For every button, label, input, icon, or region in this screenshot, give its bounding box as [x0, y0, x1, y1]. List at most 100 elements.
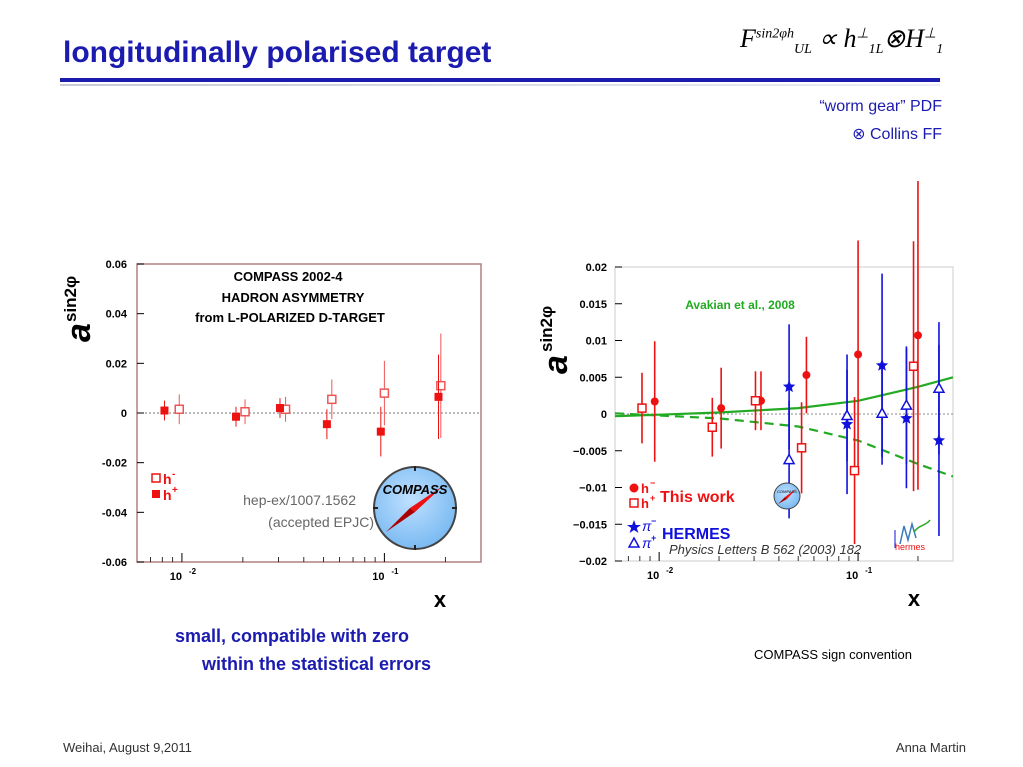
data-point: [376, 427, 385, 436]
data-point: [913, 331, 922, 340]
legend-marker-hminus: [629, 483, 639, 493]
y-tick-label: 0.06: [106, 259, 127, 271]
x-tick-label-exp: -2: [666, 566, 674, 575]
x-axis-label: x: [908, 586, 921, 611]
y-axis-label: a: [60, 323, 98, 342]
data-point: [802, 371, 811, 380]
y-tick-label: −0.015: [573, 519, 607, 531]
data-point: [707, 422, 718, 432]
formula: Fsin2φhUL ∝ h⊥1L⊗H⊥1: [740, 24, 943, 58]
slide-title: longitudinally polarised target: [63, 36, 492, 69]
legend-label-hminus-sup: −: [650, 478, 655, 488]
x-tick-label: 10: [846, 570, 858, 582]
data-point: [637, 403, 647, 413]
data-point: [160, 406, 169, 415]
data-point: [849, 465, 860, 476]
y-tick-label: −0.02: [579, 556, 607, 568]
y-tick-label: 0: [121, 408, 127, 420]
legend-marker-hplus: [629, 498, 639, 508]
formula-f-sup: sin2φh: [755, 26, 794, 42]
x-tick-label-exp: -2: [189, 567, 197, 576]
data-point: [232, 412, 241, 421]
x-tick-label: 10: [647, 570, 659, 582]
data-point: [327, 394, 337, 405]
legend-label-hplus: h: [163, 487, 172, 503]
reference-status: (accepted EPJC): [268, 514, 374, 530]
y-tick-label: −0.01: [579, 483, 607, 495]
y-tick-label: 0: [601, 409, 607, 421]
y-axis-label-sup: sin2φ: [537, 306, 556, 352]
data-point: [932, 381, 946, 394]
chart-compass: 0.06 0.04 0.02 0 -0.02 -0.04 -0.06 10 -2 10 -1 CO…: [60, 259, 482, 612]
data-point: [840, 408, 854, 421]
x-tick-label-exp: -1: [865, 566, 873, 575]
x-tick-label: 10: [372, 571, 384, 583]
x-tick-label: 10: [170, 571, 182, 583]
legend-label-hminus: h: [641, 481, 649, 496]
formula-f: F: [740, 24, 756, 53]
formula-h: h: [843, 24, 857, 53]
hermes-logo-text: hermes: [895, 542, 926, 552]
y-tick-label: 0.02: [106, 358, 127, 370]
y-tick-label: -0.06: [102, 557, 127, 569]
compass-logo-small: COMPASS: [773, 482, 801, 510]
title-rule: [60, 78, 940, 82]
reference-plb: Physics Letters B 562 (2003) 182: [669, 542, 862, 557]
data-point: [322, 420, 331, 429]
compass-logo-small-text: COMPASS: [777, 489, 797, 494]
legend-label-piplus-sup: +: [651, 533, 656, 543]
legend-marker-piplus: [627, 536, 641, 548]
footer-date: Weihai, August 9,2011: [63, 740, 192, 755]
note-collins: ⊗ Collins FF: [852, 126, 942, 143]
data-point: [240, 407, 250, 417]
hermes-logo: hermes: [894, 519, 931, 552]
legend-label-hplus-sup: +: [172, 485, 178, 496]
data-point: [782, 380, 796, 393]
model-curve: [614, 412, 954, 478]
legend-label-hminus: h: [163, 471, 172, 487]
legend-label-piminus-sup: −: [651, 516, 656, 526]
title-rule-shadow: [60, 84, 940, 86]
data-point: [434, 392, 443, 401]
formula-h-big: H: [905, 24, 925, 53]
formula-h-big-sub: 1: [936, 42, 944, 58]
data-point: [900, 398, 913, 410]
legend-label-hminus-sup: -: [172, 469, 175, 480]
y-tick-label: 0.02: [586, 262, 607, 274]
data-point: [750, 396, 761, 406]
y-tick-label: -0.02: [102, 458, 127, 470]
data-point: [650, 397, 659, 406]
model-label: Avakian et al., 2008: [685, 298, 795, 312]
data-point: [379, 388, 390, 398]
data-point: [275, 404, 284, 413]
chart-title: COMPASS 2002-4: [234, 269, 344, 284]
model-curve: [614, 376, 954, 418]
data-point: [436, 380, 446, 391]
y-tick-label: 0.015: [579, 299, 607, 311]
chart-subtitle-2: from L-POLARIZED D-TARGET: [195, 310, 385, 325]
data-point: [854, 350, 863, 359]
data-point: [875, 406, 889, 419]
caption-line-1: small, compatible with zero: [175, 626, 410, 646]
formula-otimes: ⊗: [883, 24, 906, 53]
data-point: [796, 443, 807, 453]
legend-marker-piminus: [627, 520, 641, 533]
y-axis-label-sup: sin2φ: [61, 276, 80, 322]
reference-arxiv: hep-ex/1007.1562: [243, 492, 356, 508]
data-point: [782, 453, 796, 465]
y-tick-label: 0.005: [579, 372, 607, 384]
formula-h-sub: 1L: [868, 42, 884, 58]
formula-h-big-sup: ⊥: [924, 26, 937, 42]
compass-logo: COMPASS: [373, 466, 457, 550]
data-point: [174, 404, 184, 415]
y-tick-label: -0.04: [102, 507, 128, 519]
legend-label-piplus: π: [642, 535, 652, 551]
legend-marker-hminus: [151, 473, 161, 483]
legend-label-hplus-sup: +: [650, 493, 655, 503]
legend-hermes: HERMES: [662, 526, 731, 543]
legend-marker-hplus: [152, 490, 160, 498]
formula-prop: ∝: [818, 24, 837, 53]
legend-label-piminus: π: [642, 518, 652, 534]
sign-convention-note: COMPASS sign convention: [754, 647, 912, 662]
